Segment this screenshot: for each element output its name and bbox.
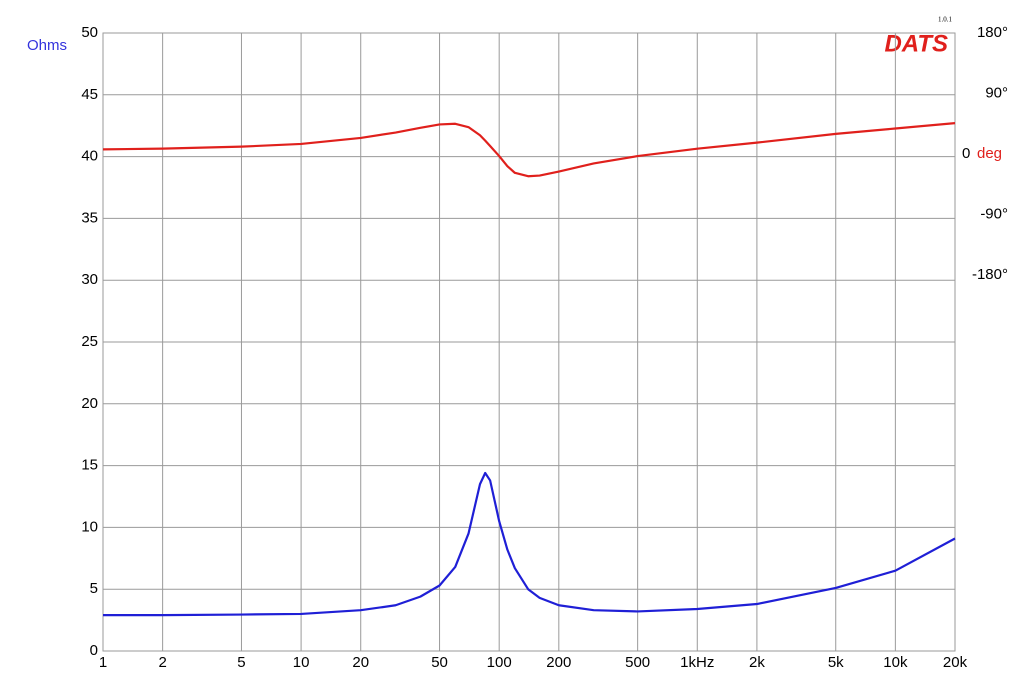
y-tick-label: 25 (81, 333, 98, 350)
y2-tick-label: 0 (962, 145, 970, 162)
x-tick-label: 5 (237, 654, 245, 671)
y-tick-label: 30 (81, 271, 98, 288)
y-tick-label: 45 (81, 86, 98, 103)
y2-tick-label: 90° (985, 84, 1008, 101)
y-tick-label: 5 (90, 580, 98, 597)
x-tick-label: 100 (487, 654, 512, 671)
y-tick-label: 20 (81, 395, 98, 412)
x-tick-label: 1kHz (680, 654, 714, 671)
y-tick-label: 0 (90, 642, 98, 659)
x-tick-label: 20 (352, 654, 369, 671)
y-tick-label: 15 (81, 457, 98, 474)
y2-tick-label: -90° (980, 206, 1008, 223)
x-tick-label: 500 (625, 654, 650, 671)
x-tick-label: 5k (828, 654, 844, 671)
series-line (102, 122, 956, 178)
x-tick-label: 2 (158, 654, 166, 671)
logo: DATS (884, 30, 948, 57)
x-tick-label: 2k (749, 654, 765, 671)
version: 1.0.1 (938, 16, 953, 24)
series-line (103, 471, 956, 617)
x-tick-label: 10 (293, 654, 310, 671)
x-tick-label: 200 (546, 654, 571, 671)
x-tick-label: 10k (883, 654, 908, 671)
y-tick-label: 40 (81, 148, 98, 165)
x-tick-label: 50 (431, 654, 448, 671)
y-tick-label: 50 (81, 24, 98, 41)
y2-axis-label: deg (977, 145, 1002, 162)
y-tick-label: 35 (81, 209, 98, 226)
x-tick-label: 1 (99, 654, 107, 671)
x-tick-label: 20k (943, 654, 968, 671)
y-tick-label: 10 (81, 518, 98, 535)
y2-tick-label: -180° (972, 266, 1008, 283)
y-axis-label: Ohms (27, 37, 67, 54)
y2-tick-label: 180° (977, 24, 1008, 41)
